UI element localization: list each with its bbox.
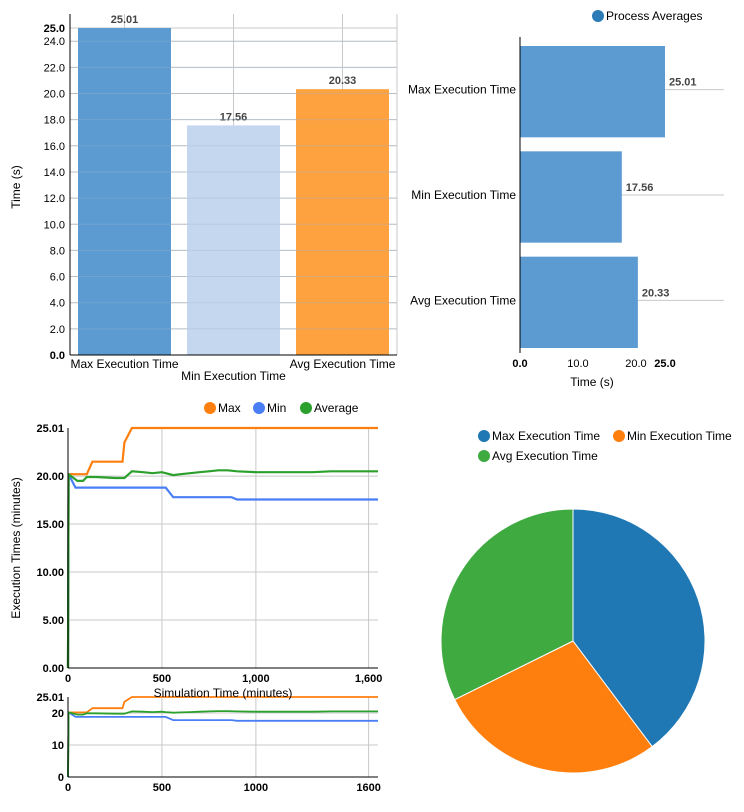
- c3-legend-max-marker: [204, 402, 216, 414]
- c4-xtick-label: 1000: [244, 782, 268, 794]
- c3-ytick-label: 20.00: [36, 471, 64, 483]
- c4-ytick-label: 20: [52, 708, 64, 720]
- c1-ytick-label: 6.0: [50, 272, 65, 284]
- c5-legend-max-marker: [478, 430, 490, 442]
- c2-bar: [520, 151, 622, 243]
- c1-ytick-label: 16.0: [44, 141, 65, 153]
- c2-legend-label[interactable]: Process Averages: [606, 9, 703, 23]
- c1-bar: [187, 125, 280, 355]
- c1-ytick-label: 14.0: [44, 167, 65, 179]
- c2-xtick-label: 20.0: [625, 358, 646, 370]
- c3-ytick-label: 10.00: [36, 567, 64, 579]
- c2-category-label: Avg Execution Time: [410, 293, 516, 307]
- c3-legend: Max Min Average: [204, 401, 359, 415]
- c2-bar-value-label: 25.01: [669, 77, 697, 89]
- c2-xlabel: Time (s): [570, 375, 614, 389]
- c1-bar: [296, 89, 389, 355]
- c5-slice: [440, 508, 574, 701]
- c3-legend-avg[interactable]: Average: [314, 401, 359, 415]
- c3-ytick-label: 15.00: [36, 519, 64, 531]
- c3-ytick-label: 0.00: [43, 663, 64, 675]
- c5-slice: [572, 508, 706, 748]
- c3-xtick-label: 0: [65, 673, 71, 685]
- c3-xtick-label: 1,600: [355, 673, 383, 685]
- c4-ytick-label: 10: [52, 740, 64, 752]
- c4-ytick-label: 0: [58, 772, 64, 784]
- c1-category-label: Max Execution Time: [70, 357, 178, 371]
- overview-chart[interactable]: 0 10 20 25.01 0 500 1000 1600: [36, 692, 380, 794]
- c5-slice: [454, 640, 653, 774]
- c5-legend-avg[interactable]: Avg Execution Time: [492, 449, 598, 463]
- c5-legend-max[interactable]: Max Execution Time: [492, 429, 600, 443]
- c2-legend: Process Averages: [592, 9, 703, 23]
- c1-ytick-label: 12.0: [44, 193, 65, 205]
- c3-series-max: [66, 426, 378, 669]
- c1-ytick-label: 22.0: [44, 62, 65, 74]
- c1-category-label: Avg Execution Time: [290, 357, 396, 371]
- c3-legend-max[interactable]: Max: [218, 401, 241, 415]
- c1-ytick-max: 25.0: [44, 23, 65, 35]
- line-chart: 0.00 5.00 10.00 15.00 20.00 25.01 0 500 1,000 1,6…: [36, 423, 382, 685]
- c3-xtick-label: 500: [153, 673, 171, 685]
- c2-bar-value-label: 20.33: [642, 287, 670, 299]
- c2-bar: [520, 256, 638, 348]
- c4-ytick-max: 25.01: [36, 692, 64, 704]
- c2-xtick-label: 0.0: [512, 358, 527, 370]
- c2-xtick-max: 25.0: [654, 358, 675, 370]
- c4-xtick-label: 0: [65, 782, 71, 794]
- c4-series-max: [67, 696, 378, 778]
- c3-series-min: [66, 473, 378, 669]
- c2-legend-marker: [592, 10, 604, 22]
- c1-ytick-label: 20.0: [44, 89, 65, 101]
- c2-bar-value-label: 17.56: [626, 182, 654, 194]
- c3-ytick-label: 5.00: [43, 615, 64, 627]
- c4-series-average: [67, 710, 378, 778]
- c3-ytick-max: 25.01: [36, 423, 64, 435]
- pie-chart: [440, 508, 706, 774]
- c1-bar: [78, 28, 171, 355]
- c5-legend-avg-marker: [478, 450, 490, 462]
- c1-category-label: Min Execution Time: [181, 369, 286, 383]
- c2-category-label: Min Execution Time: [411, 188, 516, 202]
- c1-ytick-label: 0.0: [50, 350, 65, 362]
- c1-ytick-label: 4.0: [50, 298, 65, 310]
- c1-ylabel: Time (s): [9, 165, 23, 209]
- c1-bar-value-label: 17.56: [220, 111, 248, 123]
- c3-ylabel: Execution Times (minutes): [9, 477, 23, 618]
- c1-ytick-label: 2.0: [50, 324, 65, 336]
- c1-bar-value-label: 25.01: [111, 14, 139, 26]
- c2-bar: [520, 46, 665, 138]
- horizontal-bar-chart: 0.0 10.0 20.0 25.0 25.01 Max Execution Time 17…: [408, 37, 724, 370]
- c5-legend-min-marker: [613, 430, 625, 442]
- c2-xtick-label: 10.0: [567, 358, 588, 370]
- c3-legend-min[interactable]: Min: [267, 401, 286, 415]
- c3-xtick-label: 1,000: [242, 673, 270, 685]
- c3-series-average: [66, 469, 378, 669]
- c3-legend-min-marker: [253, 402, 265, 414]
- c5-legend: Max Execution Time Min Execution Time Av…: [478, 429, 732, 463]
- c2-category-label: Max Execution Time: [408, 83, 516, 97]
- c4-xtick-label: 1600: [356, 782, 380, 794]
- c3-xlabel: Simulation Time (minutes): [154, 686, 293, 700]
- vertical-bar-chart: 0.0 2.0 4.0 6.0 8.0 10.0 12.0 14.0 16.0 18.0 20.0 2…: [44, 14, 398, 383]
- c1-ytick-label: 8.0: [50, 245, 65, 257]
- c1-ytick-label: 10.0: [44, 219, 65, 231]
- c4-xtick-label: 500: [153, 782, 171, 794]
- c5-legend-min[interactable]: Min Execution Time: [627, 429, 732, 443]
- c3-legend-avg-marker: [300, 402, 312, 414]
- c1-bar-value-label: 20.33: [329, 75, 357, 87]
- c1-ytick-label: 24.0: [44, 36, 65, 48]
- c1-ytick-label: 18.0: [44, 115, 65, 127]
